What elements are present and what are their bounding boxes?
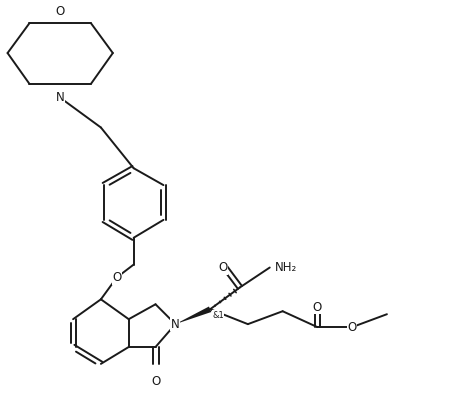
Text: &1: &1 [212, 311, 224, 320]
Text: O: O [151, 375, 160, 388]
Text: O: O [55, 5, 65, 18]
Text: NH₂: NH₂ [275, 261, 297, 274]
Text: O: O [112, 271, 122, 284]
Text: O: O [347, 321, 357, 334]
Text: O: O [313, 301, 322, 314]
Text: N: N [56, 91, 65, 104]
Text: N: N [171, 318, 180, 331]
Text: O: O [219, 261, 228, 274]
Polygon shape [176, 306, 211, 324]
